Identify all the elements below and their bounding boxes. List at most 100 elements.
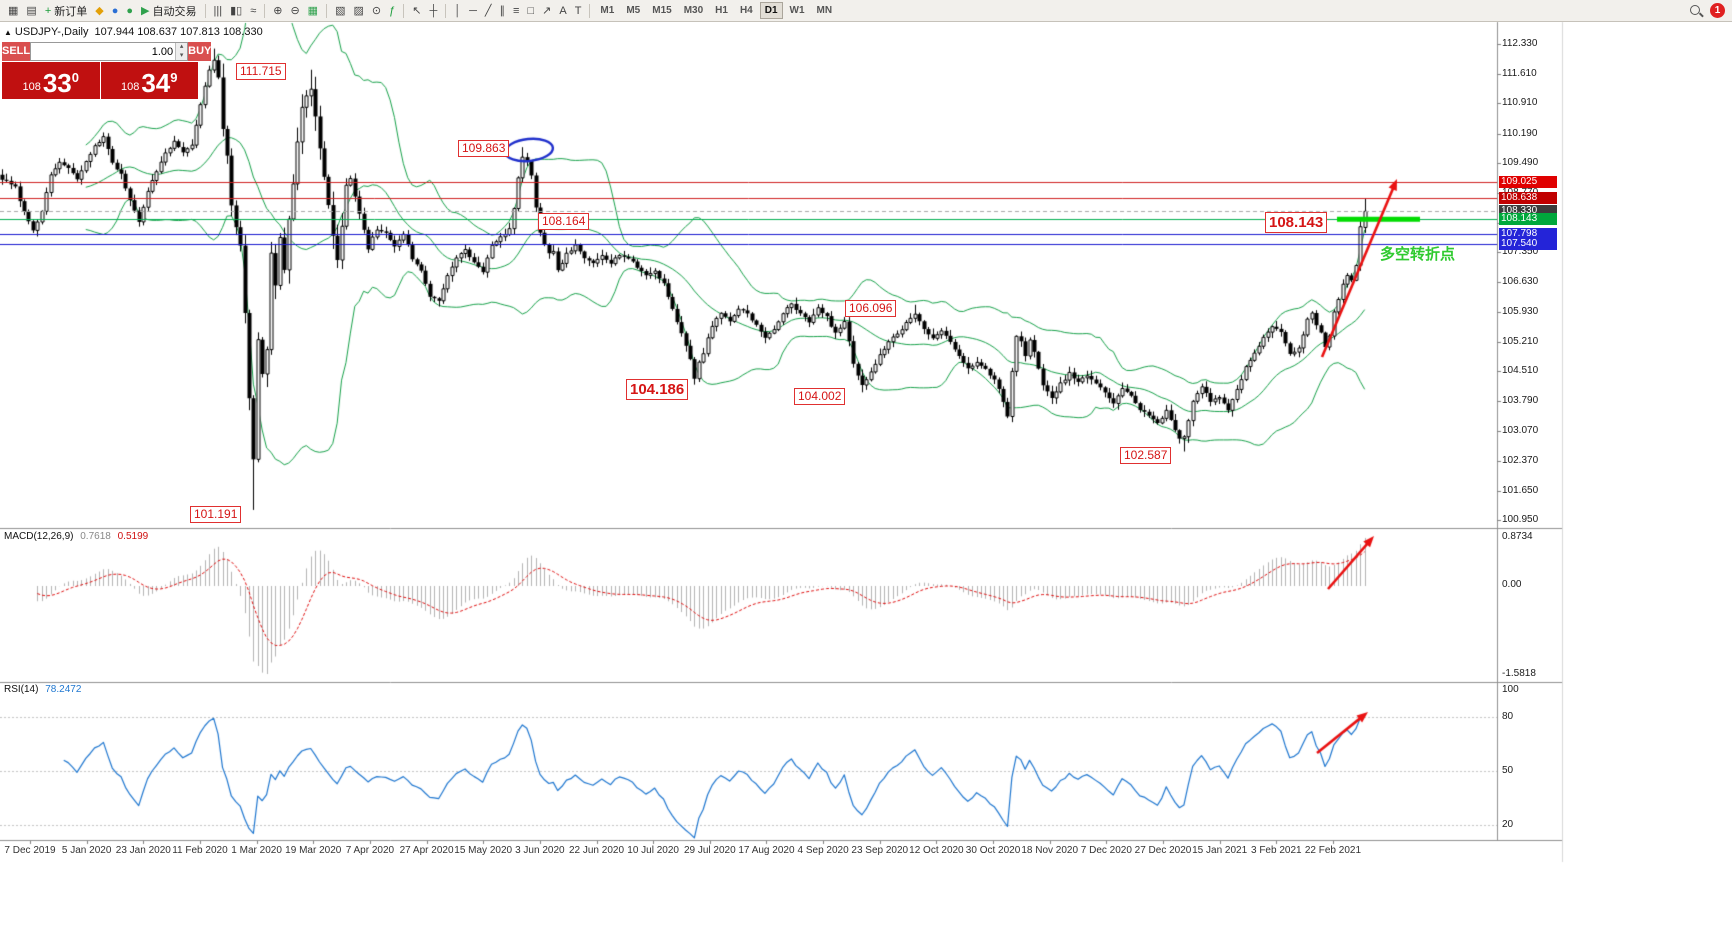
rsi-axis-label: 20 — [1502, 819, 1514, 830]
price-callout[interactable]: 104.186 — [626, 379, 689, 400]
collapse-panel-icon[interactable]: ▲ — [4, 28, 12, 37]
zoom-in-icon[interactable]: ⊕ — [270, 2, 285, 20]
price-callout[interactable]: 108.143 — [1265, 212, 1328, 233]
price-callout[interactable]: 106.096 — [845, 300, 897, 317]
trendline-icon[interactable]: ╱ — [482, 2, 495, 20]
date-label: 17 Aug 2020 — [738, 845, 795, 856]
market-watch-icon[interactable]: ● — [109, 2, 122, 20]
price-tick-label: 108.770 — [1502, 187, 1538, 198]
search-icon[interactable] — [1689, 4, 1703, 18]
timeframe-h4[interactable]: H4 — [735, 2, 758, 19]
price-callout[interactable]: 108.164 — [538, 213, 590, 230]
price-callout[interactable]: 104.002 — [794, 388, 846, 405]
price-tick-label: 102.370 — [1502, 454, 1539, 466]
date-label: 5 Jan 2020 — [61, 845, 112, 856]
date-label: 22 Feb 2021 — [1304, 845, 1362, 856]
horizontal-line-icon[interactable]: ─ — [466, 2, 480, 20]
timeframe-m30[interactable]: M30 — [679, 2, 708, 19]
one-click-trading-panel: SELL ▴ ▾ BUY 108 33 0 108 — [2, 42, 212, 99]
price-tag: 108.638 — [1499, 192, 1557, 205]
indicators-icon[interactable]: ƒ — [386, 2, 398, 20]
autotrading-button-label: 自动交易 — [152, 5, 197, 18]
navigator-icon: ● — [126, 4, 134, 17]
market-watch-icon: ● — [111, 4, 119, 17]
candlestick-chart-icon[interactable]: ▮▯ — [227, 2, 245, 20]
date-label: 12 Oct 2020 — [909, 845, 964, 856]
date-label: 7 Apr 2020 — [345, 845, 395, 856]
timeframe-m1[interactable]: M1 — [595, 2, 619, 19]
buy-button[interactable]: BUY — [188, 42, 212, 61]
buy-price-button[interactable]: 108 34 9 — [100, 62, 198, 99]
zoom-out-icon[interactable]: ⊖ — [287, 2, 302, 20]
price-callout[interactable]: 111.715 — [236, 63, 286, 80]
date-label: 15 May 2020 — [454, 845, 513, 856]
fibonacci-icon[interactable]: ≡ — [510, 2, 522, 20]
macd-axis-label: 0.00 — [1502, 579, 1522, 590]
price-tick-label: 107.350 — [1502, 246, 1539, 258]
timeframe-m5[interactable]: M5 — [621, 2, 645, 19]
price-callout[interactable]: 102.587 — [1120, 447, 1172, 464]
shapes-icon[interactable]: □ — [524, 2, 537, 20]
price-tick-label: 104.510 — [1502, 365, 1539, 377]
text-icon[interactable]: A — [556, 2, 569, 20]
date-label: 10 Jul 2020 — [627, 845, 679, 856]
channel-icon[interactable]: ∥ — [497, 2, 509, 20]
candlestick-chart-icon: ▮▯ — [230, 4, 243, 17]
date-label: 23 Sep 2020 — [851, 845, 909, 856]
date-label: 11 Feb 2020 — [172, 845, 228, 856]
toolbar-separator — [264, 3, 266, 18]
price-tick-label: 101.650 — [1502, 484, 1539, 496]
channel-icon: ∥ — [499, 4, 506, 17]
template-icon[interactable]: ▨ — [350, 2, 366, 20]
trend-annotation[interactable]: 多空转折点 — [1380, 246, 1456, 263]
charts-window-icon[interactable]: ▦ — [5, 2, 21, 20]
period-icon[interactable]: ⊙ — [369, 2, 384, 20]
price-callout[interactable]: 109.863 — [458, 140, 510, 157]
trade-prices-row: 108 33 0 108 34 9 — [2, 62, 198, 99]
new-order-button[interactable]: + 新订单 — [42, 2, 90, 20]
price-tick-label: 105.930 — [1502, 305, 1539, 317]
chart-list-icon[interactable]: ▤ — [23, 2, 39, 20]
volume-input[interactable] — [31, 43, 176, 60]
autotrading-button[interactable]: ▶ 自动交易 — [138, 2, 199, 20]
timeframe-mn[interactable]: MN — [812, 2, 838, 19]
period-icon: ⊙ — [371, 4, 382, 17]
sell-price-button[interactable]: 108 33 0 — [2, 62, 100, 99]
date-label: 3 Feb 2021 — [1250, 845, 1302, 856]
vertical-line-icon[interactable]: │ — [451, 2, 464, 20]
line-chart-icon[interactable]: ≈ — [247, 2, 259, 20]
crosshair-icon[interactable]: ┼ — [426, 2, 440, 20]
bar-chart-icon[interactable]: ||| — [211, 2, 226, 20]
tile-windows-icon: ▦ — [307, 4, 319, 17]
tile-windows-icon[interactable]: ▦ — [305, 2, 321, 20]
toolbar-separator — [403, 3, 405, 18]
macd-label: MACD(12,26,9) — [4, 531, 74, 542]
price-callout[interactable]: 101.191 — [190, 506, 242, 523]
timeframe-d1[interactable]: D1 — [759, 2, 783, 19]
navigator-icon[interactable]: ● — [123, 2, 136, 20]
zoom-out-icon: ⊖ — [290, 4, 300, 17]
new-chart-icon[interactable]: ▧ — [332, 2, 348, 20]
arrows-icon: ↗ — [542, 4, 552, 17]
date-label: 7 Dec 2020 — [1080, 845, 1132, 856]
timeframe-h1[interactable]: H1 — [710, 2, 733, 19]
macd-signal-value: 0.5199 — [117, 531, 149, 542]
new-order-button-label: 新订单 — [54, 5, 88, 18]
volume-increase-button[interactable]: ▴ — [176, 43, 188, 52]
date-label: 22 Jun 2020 — [568, 845, 625, 856]
volume-decrease-button[interactable]: ▾ — [176, 51, 188, 60]
arrows-icon[interactable]: ↗ — [539, 2, 554, 20]
label-icon[interactable]: T — [572, 2, 585, 20]
cursor-icon[interactable]: ↖ — [409, 2, 424, 20]
timeframe-m15[interactable]: M15 — [647, 2, 676, 19]
timeframe-w1[interactable]: W1 — [785, 2, 810, 19]
sell-button[interactable]: SELL — [2, 42, 31, 61]
notification-badge[interactable]: 1 — [1710, 3, 1725, 18]
date-label: 29 Jul 2020 — [683, 845, 736, 856]
toolbar-separator — [204, 3, 206, 18]
metaeditor-icon[interactable]: ◆ — [92, 2, 106, 20]
zoom-in-icon: ⊕ — [273, 4, 283, 17]
